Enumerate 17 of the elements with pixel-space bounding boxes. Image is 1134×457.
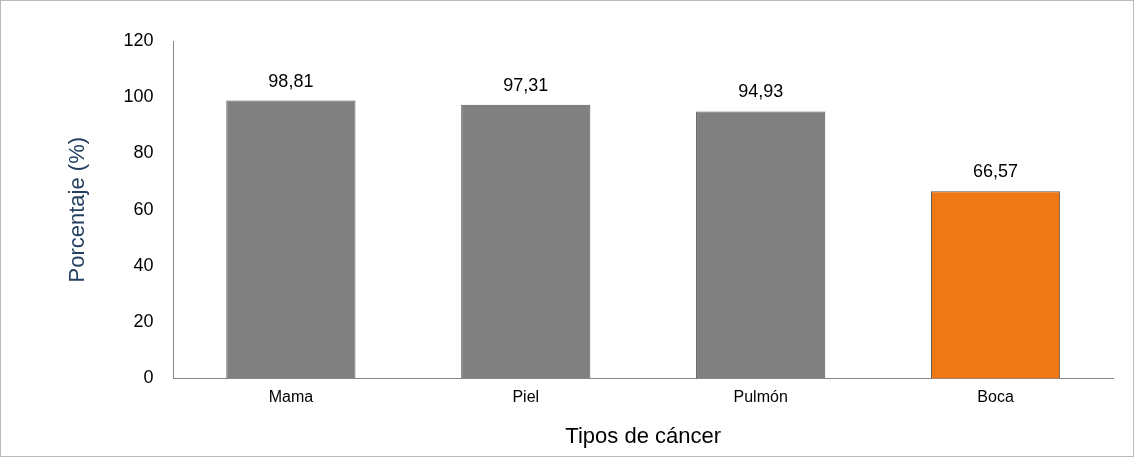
y-tick-label: 120 [123, 29, 154, 50]
y-tick-label: 20 [133, 311, 154, 332]
y-tick-label: 60 [133, 198, 154, 219]
x-axis-title: Tipos de cáncer [565, 422, 722, 448]
x-tick-label: Piel [512, 388, 540, 406]
data-label: 97,31 [503, 74, 549, 95]
y-tick-label: 0 [143, 367, 154, 388]
data-label: 94,93 [738, 81, 784, 102]
x-tick-label: Pulmón [733, 388, 788, 406]
data-label: 66,57 [973, 161, 1019, 182]
y-tick-label: 100 [123, 86, 154, 107]
x-tick-label: Boca [977, 388, 1014, 406]
x-tick-label: Mama [268, 388, 314, 406]
y-axis-title: Porcentaje (%) [64, 136, 90, 283]
y-tick-label: 40 [133, 254, 154, 275]
data-label: 98,81 [268, 70, 314, 91]
y-tick-label: 80 [133, 142, 154, 163]
